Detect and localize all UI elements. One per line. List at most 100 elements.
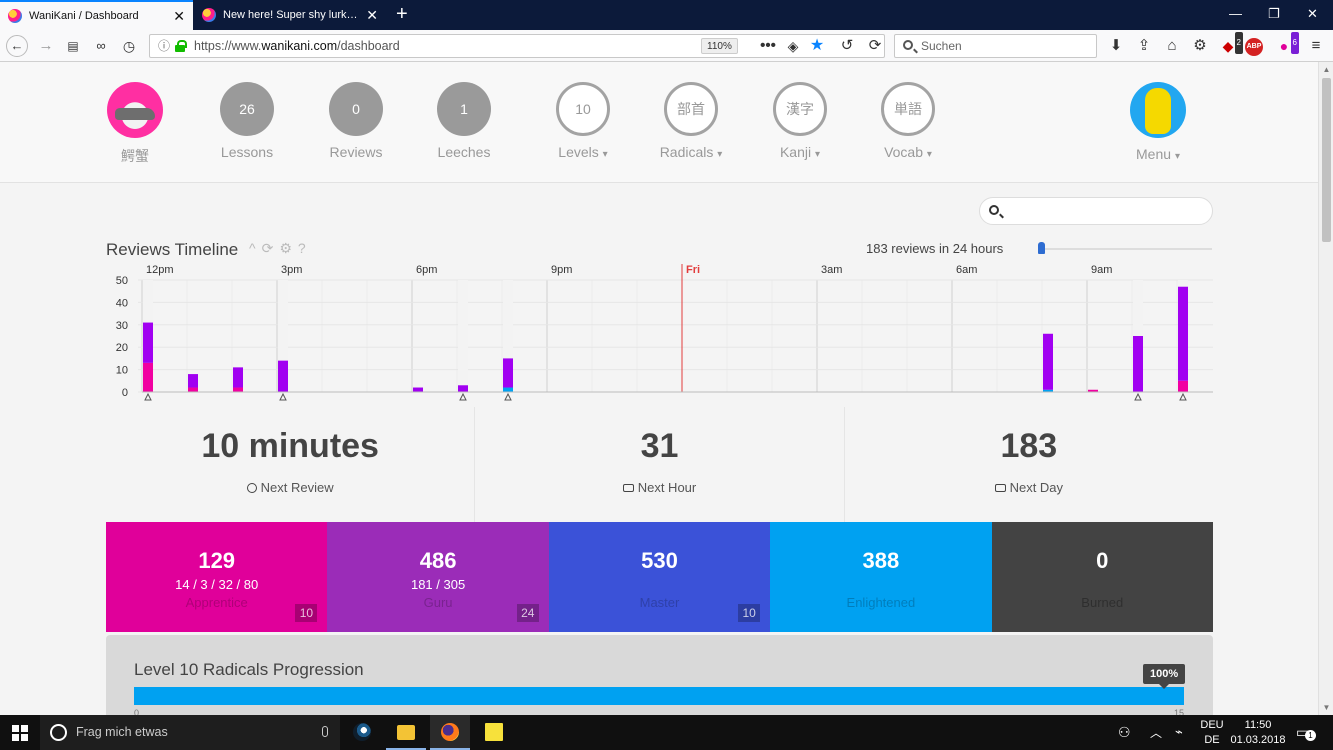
new-tab-button[interactable]: + bbox=[396, 3, 408, 25]
master-label: Master bbox=[639, 595, 680, 610]
tab-wanikani-dashboard[interactable]: WaniKani / Dashboard ✕ bbox=[0, 0, 193, 30]
private-mask-icon[interactable]: ∞ bbox=[96, 38, 106, 53]
timeline-tools: ^ ⟳ ⚙? bbox=[249, 240, 312, 257]
level-up-marker-icon bbox=[279, 392, 287, 401]
info-icon[interactable]: ⓘ bbox=[158, 39, 171, 53]
tray-expand-icon[interactable]: ︿ bbox=[1150, 726, 1163, 740]
taskbar-app-explorer[interactable] bbox=[386, 715, 426, 750]
nav-menu[interactable]: Menu ▾ bbox=[1108, 82, 1208, 162]
search-icon bbox=[903, 40, 913, 50]
taskbar-app-steam[interactable] bbox=[342, 715, 382, 750]
collapse-chevron-icon[interactable]: ^ bbox=[249, 240, 256, 256]
wanikani-extension-icon[interactable]: ● 6 bbox=[1273, 32, 1299, 57]
chevron-down-icon: ▾ bbox=[602, 149, 608, 160]
srs-enlightened[interactable]: 388 Enlightened bbox=[770, 522, 992, 632]
home-icon[interactable]: ⌂ bbox=[1167, 37, 1177, 54]
folder-icon bbox=[397, 725, 415, 740]
cortana-search-box[interactable]: Frag mich etwas bbox=[40, 715, 340, 750]
browser-nav-bar: ← → ▤ ∞ ◷ ⓘ https://www.wanikani.com/das… bbox=[0, 30, 1333, 62]
srs-master[interactable]: 530 Master 10 bbox=[548, 522, 771, 632]
user-profile[interactable]: 鰐蟹 bbox=[85, 82, 185, 166]
timeline-slider-handle[interactable] bbox=[1038, 242, 1045, 254]
microphone-icon[interactable] bbox=[322, 726, 328, 737]
lock-icon[interactable] bbox=[175, 40, 187, 52]
adblock-plus-icon[interactable]: ABP bbox=[1245, 38, 1263, 56]
timeline-range-slider[interactable] bbox=[1040, 248, 1212, 250]
timeline-bar-apprentice bbox=[188, 387, 198, 392]
network-icon[interactable]: ⌁ bbox=[1175, 724, 1183, 739]
srs-burned[interactable]: 0 Burned bbox=[991, 522, 1213, 632]
timeline-bar-master bbox=[503, 387, 513, 392]
reviews-count[interactable]: 0 bbox=[329, 82, 383, 136]
input-language[interactable]: DEU DE bbox=[1200, 719, 1224, 746]
nav-levels[interactable]: 10 Levels ▾ bbox=[533, 82, 633, 160]
tab-forum-post[interactable]: New here! Super shy lurker! - C ✕ bbox=[194, 0, 386, 30]
srs-guru[interactable]: 486 181 / 305 Guru 24 bbox=[327, 522, 549, 632]
nav-lessons[interactable]: 26 Lessons bbox=[197, 82, 297, 160]
address-bar[interactable]: ⓘ https://www.wanikani.com/dashboard 110… bbox=[149, 34, 885, 58]
restore-button[interactable]: ❐ bbox=[1268, 6, 1280, 21]
help-icon[interactable]: ? bbox=[297, 240, 306, 256]
lessons-count[interactable]: 26 bbox=[220, 82, 274, 136]
leeches-count[interactable]: 1 bbox=[437, 82, 491, 136]
srs-apprentice[interactable]: 129 14 / 3 / 32 / 80 Apprentice 10 bbox=[106, 522, 328, 632]
scroll-down-icon[interactable]: ▼ bbox=[1322, 703, 1331, 712]
page-actions-icon[interactable]: ••• bbox=[760, 37, 776, 54]
download-icon[interactable]: ⬇ bbox=[1109, 37, 1123, 54]
settings-gear-icon[interactable]: ⚙ bbox=[279, 240, 292, 256]
bookmark-star-icon[interactable]: ★ bbox=[809, 37, 825, 54]
system-clock[interactable]: 11:50 01.03.2018 bbox=[1230, 719, 1286, 746]
nav-vocab[interactable]: 単語 Vocab ▾ bbox=[858, 82, 958, 160]
sidebar-icon[interactable]: ▤ bbox=[67, 39, 79, 53]
timeline-title: Reviews Timeline bbox=[106, 240, 239, 259]
back-arrow-icon[interactable]: ← bbox=[6, 35, 28, 57]
levels-value[interactable]: 10 bbox=[556, 82, 610, 136]
user-avatar[interactable] bbox=[107, 82, 163, 138]
cortana-icon bbox=[50, 724, 67, 741]
close-tab-icon[interactable]: ✕ bbox=[173, 7, 185, 24]
forward-arrow-icon[interactable]: → bbox=[38, 37, 54, 54]
username[interactable]: 鰐蟹 bbox=[121, 148, 149, 164]
hamburger-menu-icon[interactable]: ≡ bbox=[1311, 37, 1321, 54]
radicals-glyph[interactable]: 部首 bbox=[664, 82, 718, 136]
close-tab-icon[interactable]: ✕ bbox=[366, 6, 378, 23]
zoom-level[interactable]: 110% bbox=[701, 38, 738, 54]
x-tick-label: 12pm bbox=[146, 264, 174, 276]
history-clock-icon[interactable]: ◷ bbox=[122, 38, 136, 54]
url-text: https://www.wanikani.com/dashboard bbox=[194, 39, 400, 53]
settings-gear-icon[interactable]: ⚙ bbox=[1193, 37, 1207, 54]
scroll-up-icon[interactable]: ▲ bbox=[1322, 65, 1331, 74]
kanji-glyph[interactable]: 漢字 bbox=[773, 82, 827, 136]
guru-label: Guru bbox=[423, 595, 453, 610]
nav-radicals[interactable]: 部首 Radicals ▾ bbox=[641, 82, 741, 160]
browser-tab-bar: WaniKani / Dashboard ✕ New here! Super s… bbox=[0, 0, 1333, 30]
guru-split: 181 / 305 bbox=[410, 577, 466, 592]
vocab-glyph[interactable]: 単語 bbox=[881, 82, 935, 136]
pocket-icon[interactable]: ◈ bbox=[787, 38, 799, 54]
refresh-icon[interactable]: ⟳ bbox=[261, 240, 274, 256]
tab-title: New here! Super shy lurker! - C bbox=[223, 9, 360, 21]
menu-avatar[interactable] bbox=[1130, 82, 1186, 138]
search-input[interactable]: Suchen bbox=[894, 34, 1097, 58]
y-tick-label: 50 bbox=[116, 275, 128, 287]
windows-start-icon[interactable] bbox=[12, 725, 28, 741]
reload-history-icon[interactable]: ↺ bbox=[840, 37, 854, 54]
nav-reviews[interactable]: 0 Reviews bbox=[306, 82, 406, 160]
x-tick-label: 9pm bbox=[551, 264, 572, 276]
close-window-button[interactable]: ✕ bbox=[1307, 6, 1318, 21]
page-scrollbar[interactable]: ▲ ▼ bbox=[1318, 62, 1333, 715]
nav-kanji[interactable]: 漢字 Kanji ▾ bbox=[750, 82, 850, 160]
reload-icon[interactable]: ⟳ bbox=[868, 37, 882, 54]
page-search-input[interactable] bbox=[979, 197, 1213, 225]
people-icon[interactable]: ⚇ bbox=[1118, 724, 1131, 740]
nav-leeches[interactable]: 1 Leeches bbox=[414, 82, 514, 160]
lessons-label: Lessons bbox=[220, 144, 274, 160]
library-icon[interactable]: ⇪ bbox=[1137, 37, 1151, 54]
scrollbar-thumb[interactable] bbox=[1322, 78, 1331, 242]
ublock-icon[interactable]: ◆ 2 bbox=[1217, 32, 1243, 57]
taskbar-app-firefox[interactable] bbox=[430, 715, 470, 750]
taskbar-app-sticky-notes[interactable] bbox=[474, 715, 514, 750]
menu-label[interactable]: Menu ▾ bbox=[1136, 146, 1180, 162]
notifications-icon[interactable]: ▭ 1 bbox=[1296, 724, 1316, 750]
minimize-button[interactable]: — bbox=[1229, 6, 1242, 21]
